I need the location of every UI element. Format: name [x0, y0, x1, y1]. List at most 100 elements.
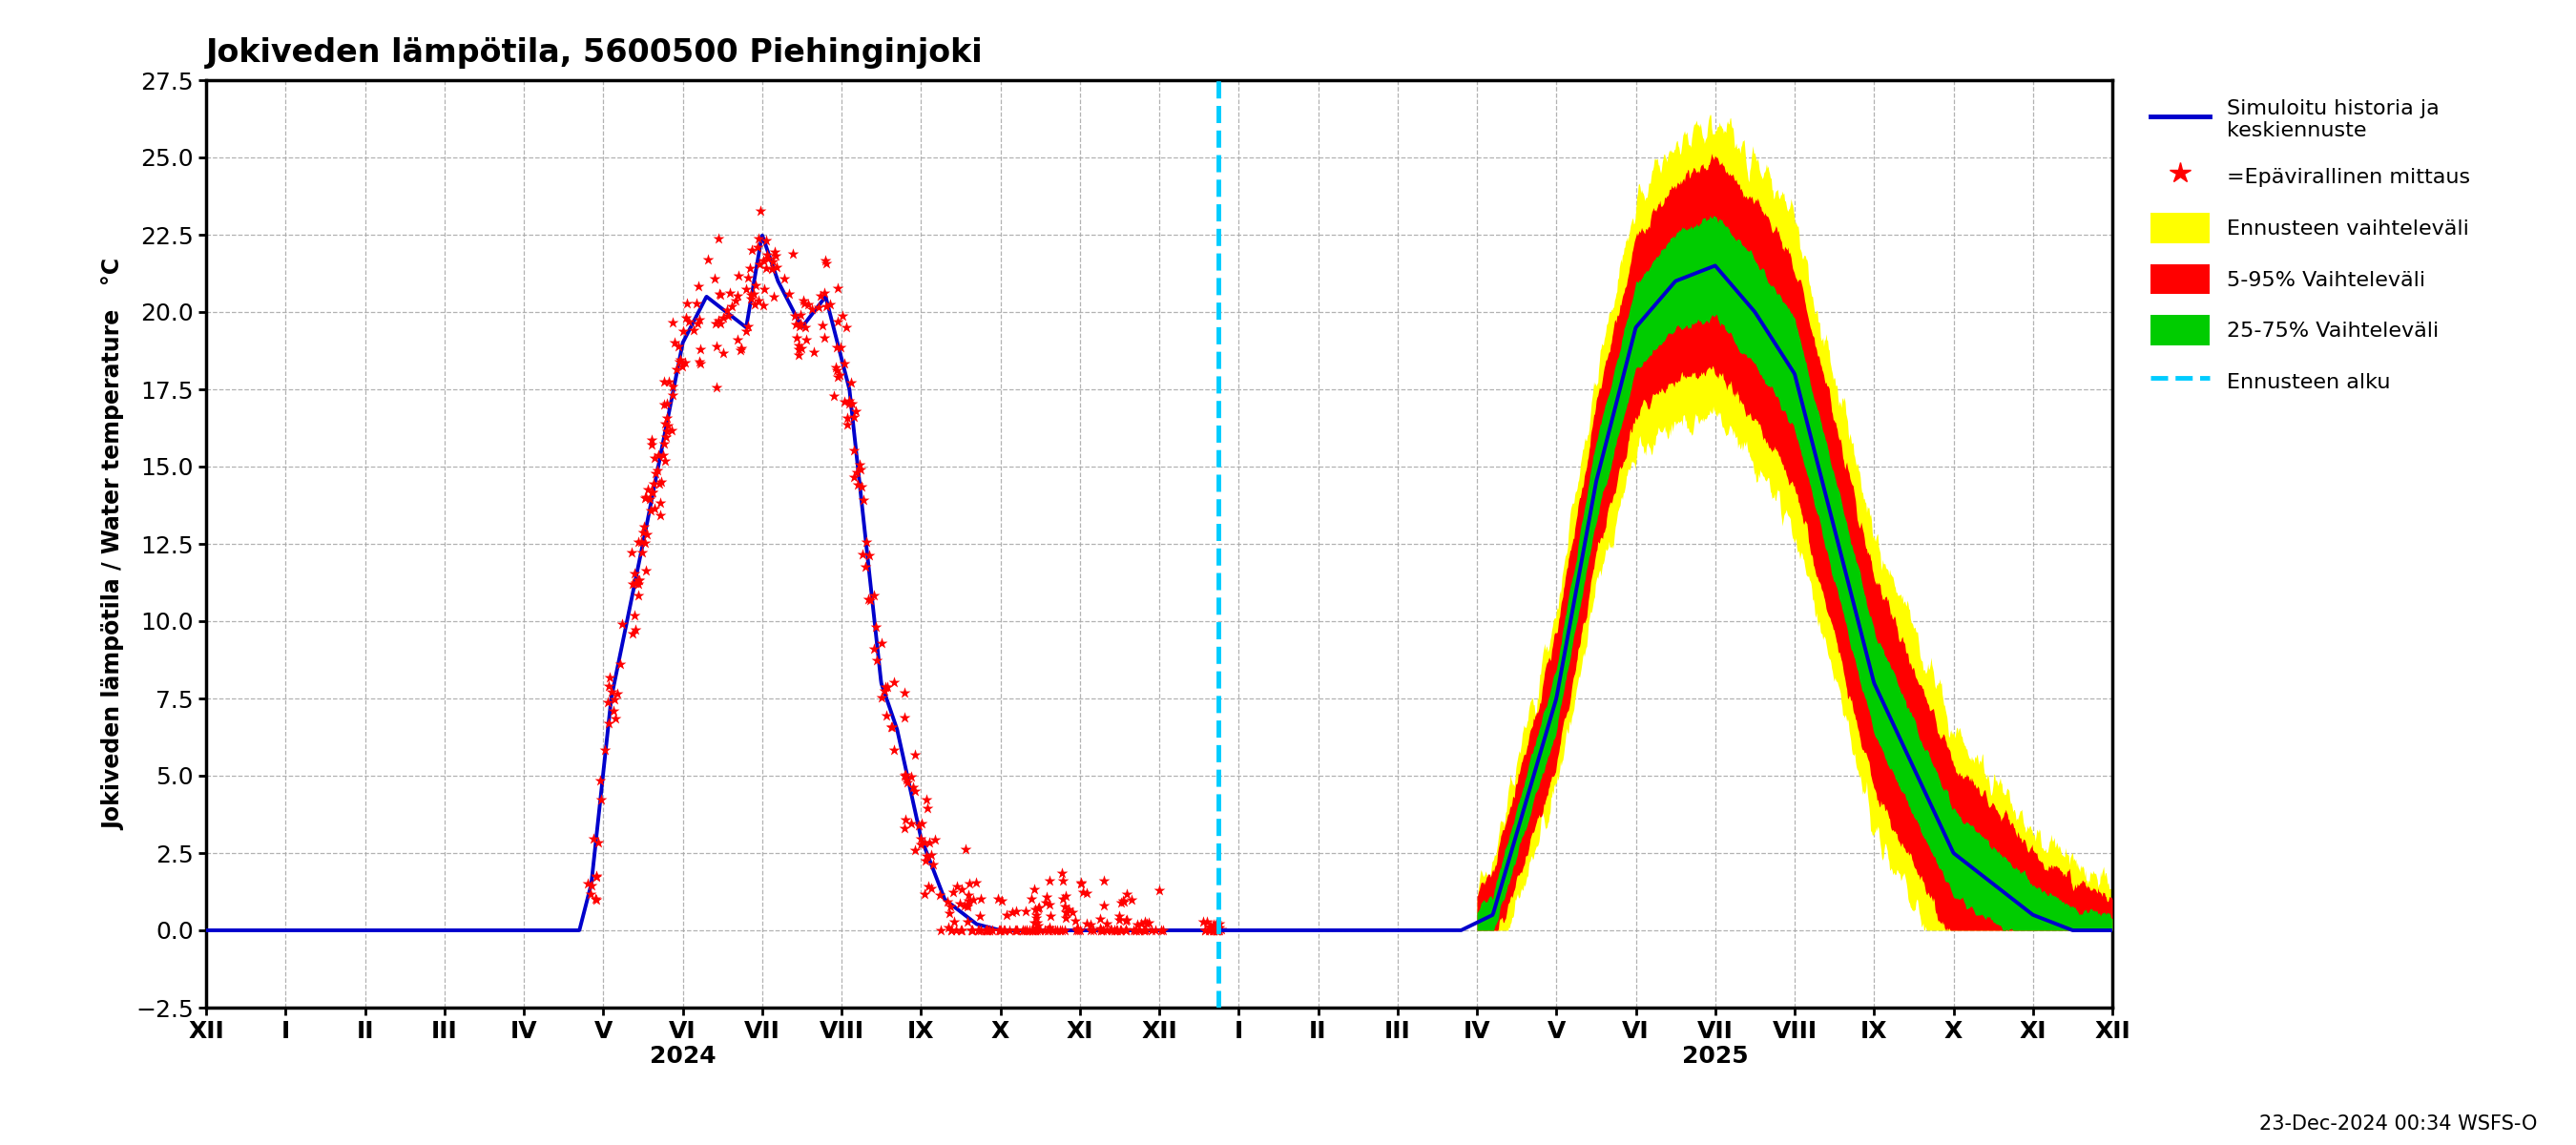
Point: [1195, 921, 1236, 939]
Point: [587, 693, 629, 711]
Point: [860, 688, 902, 706]
Point: [716, 287, 757, 306]
Point: [719, 267, 760, 285]
Point: [1015, 914, 1056, 932]
Point: [948, 913, 989, 931]
Point: [1028, 921, 1069, 939]
Point: [1015, 919, 1056, 938]
Point: [927, 918, 969, 937]
Point: [567, 875, 608, 893]
Point: [631, 483, 672, 502]
Point: [1015, 909, 1056, 927]
Point: [894, 842, 935, 860]
Point: [817, 279, 858, 298]
Point: [659, 337, 701, 355]
Point: [871, 718, 912, 736]
Point: [1056, 918, 1097, 937]
Point: [641, 473, 683, 491]
Point: [1036, 921, 1077, 939]
Point: [634, 464, 675, 482]
Point: [920, 921, 961, 939]
Point: [1118, 921, 1159, 939]
Point: [659, 352, 701, 370]
Point: [1043, 898, 1084, 916]
Point: [644, 451, 685, 469]
Point: [1046, 903, 1087, 922]
Point: [726, 279, 768, 298]
Point: [835, 402, 876, 420]
Point: [1015, 906, 1056, 924]
Point: [1108, 885, 1149, 903]
Point: [652, 314, 693, 332]
Point: [1195, 921, 1236, 939]
Point: [662, 357, 703, 376]
Point: [1015, 921, 1056, 939]
Point: [752, 260, 793, 278]
Point: [793, 342, 835, 361]
Point: [737, 292, 778, 310]
Point: [696, 337, 737, 355]
Point: [1100, 893, 1141, 911]
Point: [677, 277, 719, 295]
Point: [747, 246, 788, 264]
Point: [863, 681, 904, 700]
Point: [1095, 921, 1136, 939]
Point: [1028, 918, 1069, 937]
Point: [1059, 921, 1100, 939]
Point: [580, 771, 621, 789]
Point: [773, 307, 814, 325]
Point: [654, 334, 696, 353]
Point: [835, 463, 876, 481]
Point: [1079, 919, 1121, 938]
Point: [778, 337, 819, 355]
Point: [817, 313, 858, 331]
Point: [969, 921, 1010, 939]
Point: [623, 523, 665, 542]
Point: [884, 811, 925, 829]
Point: [755, 246, 796, 264]
Point: [726, 269, 768, 287]
Point: [1043, 890, 1084, 908]
Point: [698, 311, 739, 330]
Point: [971, 921, 1012, 939]
Point: [840, 477, 881, 496]
Point: [951, 921, 992, 939]
Point: [726, 322, 768, 340]
Point: [997, 921, 1038, 939]
Point: [1198, 915, 1239, 933]
Point: [647, 409, 688, 427]
Point: [907, 877, 948, 895]
Point: [1193, 921, 1234, 939]
Point: [1103, 892, 1144, 910]
Point: [739, 255, 781, 274]
Point: [577, 834, 618, 852]
Point: [845, 532, 886, 551]
Point: [814, 358, 855, 377]
Point: [1123, 921, 1164, 939]
Point: [1105, 921, 1146, 939]
Point: [907, 846, 948, 864]
Point: [886, 771, 927, 789]
Point: [855, 618, 896, 637]
Point: [752, 287, 793, 306]
Point: [866, 678, 907, 696]
Point: [1198, 921, 1239, 939]
Point: [1115, 921, 1157, 939]
Point: [592, 701, 634, 719]
Point: [827, 318, 868, 337]
Point: [930, 921, 971, 939]
Point: [860, 634, 902, 653]
Point: [1079, 910, 1121, 929]
Point: [904, 885, 945, 903]
Point: [927, 893, 969, 911]
Point: [703, 344, 744, 362]
Point: [1061, 883, 1103, 901]
Point: [987, 906, 1028, 924]
Point: [1131, 921, 1172, 939]
Point: [623, 518, 665, 536]
Point: [631, 431, 672, 449]
Point: [1095, 921, 1136, 939]
Point: [1087, 914, 1128, 932]
Point: [871, 718, 912, 736]
Point: [940, 881, 981, 899]
